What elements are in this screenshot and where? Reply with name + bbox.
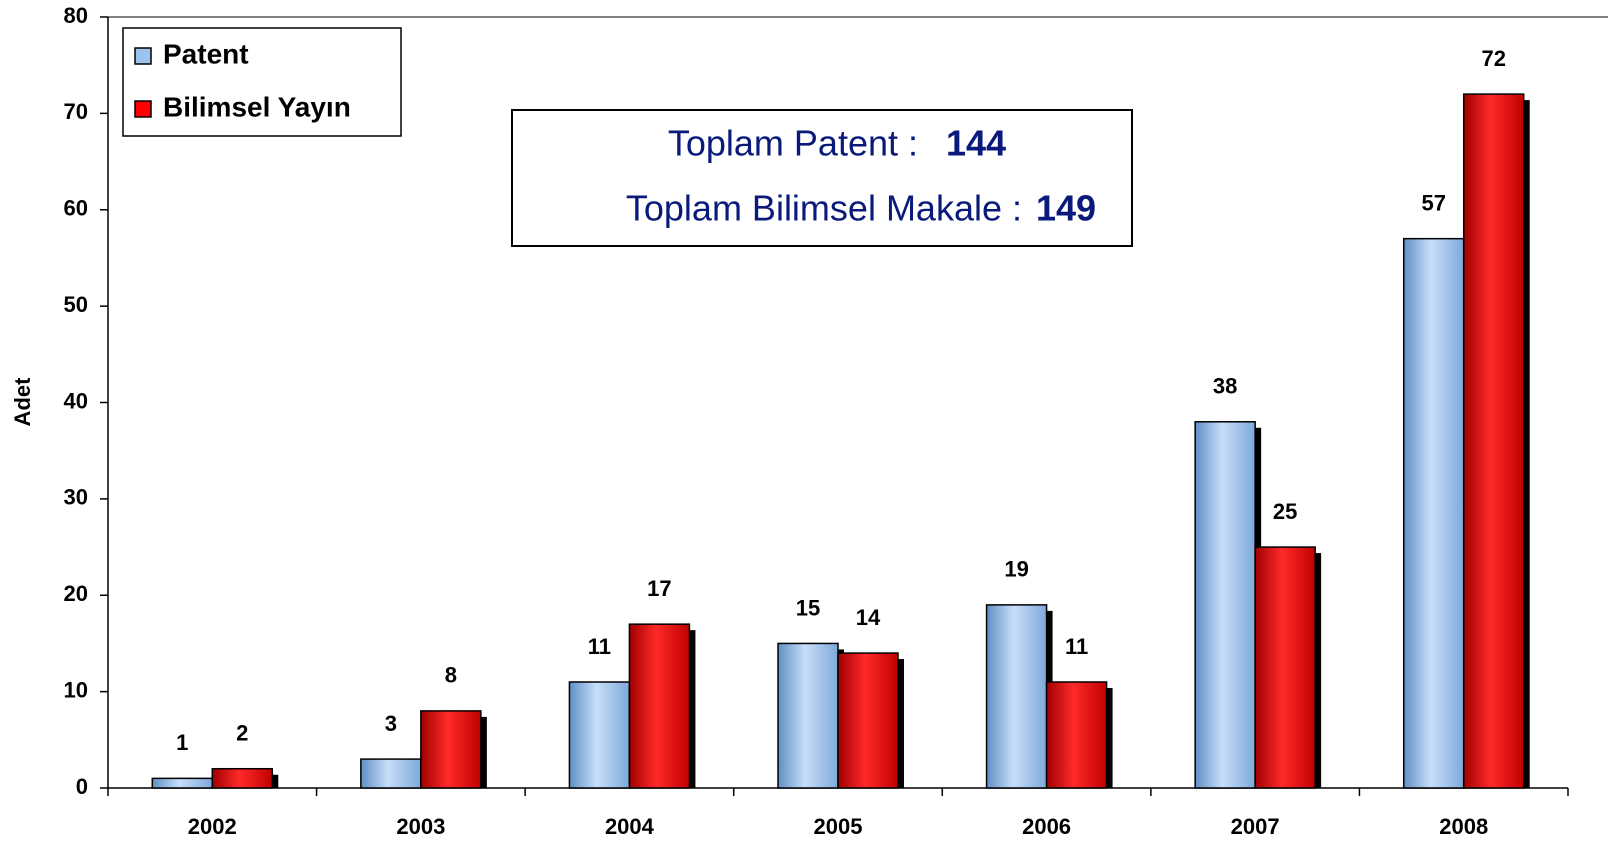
y-axis-label: Adet <box>10 377 35 427</box>
bar <box>985 604 1048 789</box>
data-label: 72 <box>1481 46 1505 71</box>
legend: Patent Bilimsel Yayın <box>122 27 402 137</box>
x-tick-label: 2002 <box>188 814 237 839</box>
bar <box>1402 237 1465 789</box>
legend-swatch <box>134 47 152 65</box>
data-label: 19 <box>1004 557 1028 582</box>
annotation-box: Toplam Patent : 144 Toplam Bilimsel Maka… <box>511 109 1133 247</box>
legend-frame <box>122 27 402 137</box>
data-label: 17 <box>647 576 671 601</box>
y-tick-label: 10 <box>64 677 88 702</box>
data-label: 25 <box>1273 499 1297 524</box>
data-label: 2 <box>236 721 248 746</box>
bar <box>628 623 691 789</box>
legend-label: Bilimsel Yayın <box>163 91 351 122</box>
data-label: 57 <box>1421 190 1445 215</box>
data-label: 15 <box>796 595 820 620</box>
x-tick-label: 2003 <box>396 814 445 839</box>
bar <box>151 777 214 789</box>
data-label: 11 <box>588 634 611 659</box>
y-tick-label: 0 <box>76 774 88 799</box>
annotation-text: Toplam Bilimsel Makale : <box>626 188 1022 229</box>
x-tick-label: 2005 <box>814 814 863 839</box>
y-tick-label: 50 <box>64 292 88 317</box>
annotation-text: Toplam Patent : <box>668 123 918 164</box>
annotation-value: 149 <box>1036 188 1096 229</box>
y-tick-label: 40 <box>64 388 88 413</box>
data-label: 1 <box>176 730 188 755</box>
bar <box>1045 681 1108 789</box>
data-label: 11 <box>1065 634 1088 659</box>
bar <box>420 710 482 789</box>
y-tick-label: 70 <box>64 99 88 124</box>
data-label: 8 <box>445 663 457 688</box>
bar <box>211 767 274 789</box>
bar <box>1194 421 1256 789</box>
y-tick-label: 20 <box>64 581 88 606</box>
annotation-value: 144 <box>946 123 1006 164</box>
data-label: 38 <box>1213 374 1237 399</box>
legend-swatch <box>134 100 152 118</box>
y-tick-label: 80 <box>64 3 88 28</box>
data-label: 14 <box>856 605 881 630</box>
x-tick-label: 2008 <box>1439 814 1488 839</box>
annotation-frame <box>511 109 1133 247</box>
x-tick-label: 2006 <box>1022 814 1071 839</box>
bar <box>360 758 422 789</box>
bar <box>837 652 899 789</box>
x-tick-label: 2007 <box>1231 814 1280 839</box>
bar <box>777 642 839 789</box>
bar <box>568 681 631 789</box>
legend-label: Patent <box>163 38 249 69</box>
data-label: 3 <box>385 711 397 736</box>
bar <box>1254 546 1316 789</box>
y-tick-label: 60 <box>64 196 88 221</box>
y-tick-label: 30 <box>64 485 88 510</box>
bar <box>1462 93 1525 789</box>
x-tick-label: 2004 <box>605 814 655 839</box>
